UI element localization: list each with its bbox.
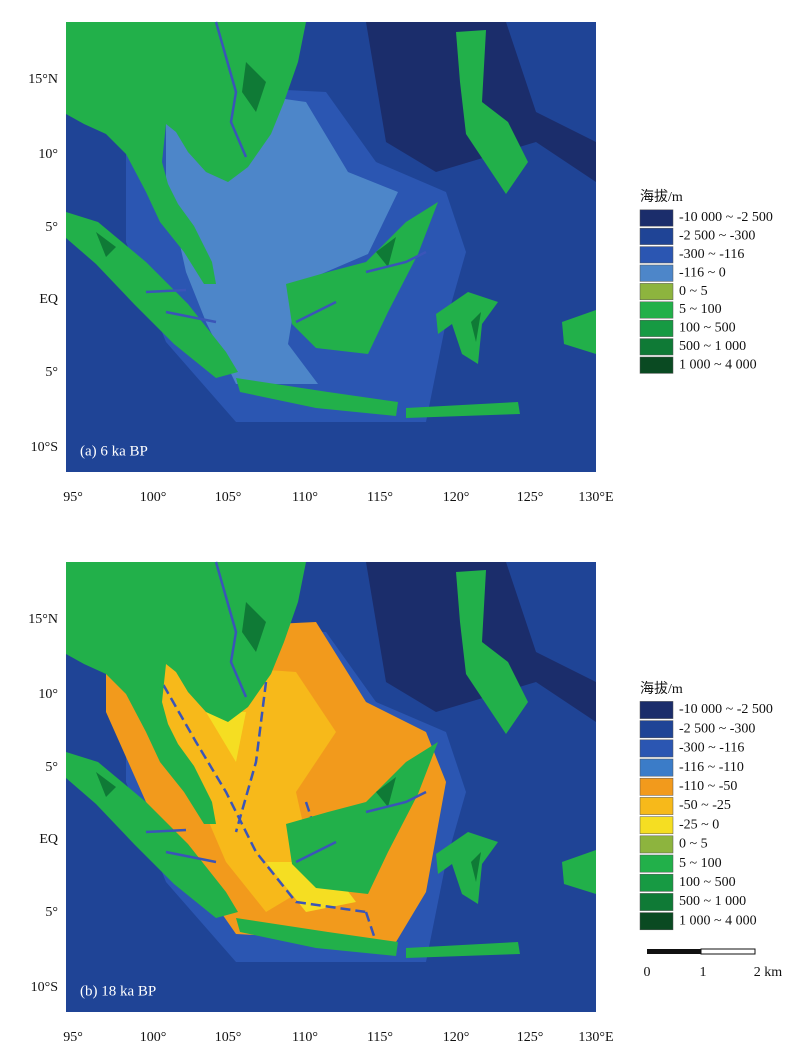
y-tick-label: 5° (45, 905, 58, 920)
x-tick-label: 110° (292, 1030, 318, 1045)
scale-bar-label: 1 (700, 965, 707, 980)
x-tick-label: 100° (140, 1030, 167, 1045)
y-tick-label: 10° (38, 147, 58, 162)
legend-label: -110 ~ -50 (679, 779, 737, 794)
scale-bar-label: 0 (644, 965, 651, 980)
legend-swatch (639, 356, 674, 374)
map-panel: (a) 6 ka BP 15°N 10° 5° EQ 5° 10°S 95° 100° 105° 1… (28, 20, 773, 505)
legend-label: -10 000 ~ -2 500 (679, 702, 773, 717)
paleo-river (154, 671, 378, 943)
x-tick-label: 125° (517, 490, 544, 505)
legend-label: -2 500 ~ -300 (679, 721, 755, 736)
panel-label: (a) 6 ka BP (80, 443, 148, 459)
y-tick-label: EQ (39, 292, 58, 307)
x-tick-label: 105° (215, 490, 242, 505)
x-tick-label: 115° (367, 1030, 393, 1045)
legend-label: -50 ~ -25 (679, 798, 731, 813)
y-tick-label: 5° (45, 760, 58, 775)
legend-swatch (639, 227, 674, 245)
scale-bar-black (647, 949, 701, 954)
legend-swatch (639, 301, 674, 319)
x-tick-label: 95° (63, 1030, 83, 1045)
legend-label: -2 500 ~ -300 (679, 229, 755, 244)
legend-label: -300 ~ -116 (679, 741, 744, 756)
y-tick-label: 5° (45, 365, 58, 380)
legend-label: -116 ~ 0 (679, 265, 726, 280)
y-tick-label: 15°N (28, 612, 58, 627)
legend-label: 500 ~ 1 000 (679, 894, 746, 909)
x-tick-label: 100° (140, 490, 167, 505)
legend-swatch (639, 319, 674, 337)
legend-label: 500 ~ 1 000 (679, 339, 746, 354)
scale-bar-white (700, 948, 756, 955)
scale-bar: 0 1 2 km (644, 948, 783, 980)
x-tick-label: 115° (367, 490, 393, 505)
x-tick-label: 120° (443, 1030, 470, 1045)
y-tick-label: 10°S (31, 440, 58, 455)
legend-swatch (639, 854, 674, 873)
legend-title: 海拔/m (640, 189, 683, 205)
legend-label: 100 ~ 500 (679, 321, 736, 336)
x-tick-label: 105° (215, 1030, 242, 1045)
x-tick-label: 130°E (578, 490, 613, 505)
panel-label: (b) 18 ka BP (80, 983, 156, 999)
legend-swatch (639, 209, 674, 227)
legend-label: 0 ~ 5 (679, 837, 708, 852)
legend-label: 1 000 ~ 4 000 (679, 357, 757, 372)
x-tick-label: 120° (443, 490, 470, 505)
map-panel: (b) 18 ka BP 15°N 10° 5° EQ 5° 10°S 95° 100° 105°… (28, 560, 773, 1045)
legend-swatch (639, 797, 674, 815)
legend-label: -25 ~ 0 (679, 817, 719, 832)
x-tick-label: 95° (63, 490, 83, 505)
legend-label: -116 ~ -110 (679, 760, 744, 775)
x-tick-label: 125° (517, 1030, 544, 1045)
legend-swatch (639, 873, 674, 892)
legend-label: -300 ~ -116 (679, 247, 744, 262)
legend-swatch (639, 283, 674, 301)
legend-label: 5 ~ 100 (679, 302, 722, 317)
legend-swatch (639, 701, 674, 719)
y-tick-label: 15°N (28, 72, 58, 87)
legend-swatch (639, 338, 674, 356)
legend-swatch (639, 893, 674, 911)
legend-swatch (639, 912, 674, 931)
legend-swatch (639, 720, 674, 739)
legend-label: 0 ~ 5 (679, 284, 708, 299)
y-tick-label: 10°S (31, 980, 58, 995)
x-tick-label: 130°E (578, 1030, 613, 1045)
legend-label: 100 ~ 500 (679, 875, 736, 890)
legend-title: 海拔/m (640, 681, 683, 697)
legend-label: -10 000 ~ -2 500 (679, 210, 773, 225)
legend-label: 1 000 ~ 4 000 (679, 913, 757, 928)
legend-swatch (639, 264, 674, 282)
legend-swatch (639, 758, 674, 777)
y-tick-label: 5° (45, 220, 58, 235)
scale-bar-label: 2 km (754, 965, 783, 980)
x-tick-label: 110° (292, 490, 318, 505)
legend-swatch (639, 777, 674, 796)
legend-swatch (639, 739, 674, 758)
legend-label: 5 ~ 100 (679, 856, 722, 871)
legend-swatch (639, 816, 674, 835)
y-tick-label: 10° (38, 687, 58, 702)
legend-swatch (639, 246, 674, 264)
y-tick-label: EQ (39, 832, 58, 847)
legend-swatch (639, 835, 674, 854)
